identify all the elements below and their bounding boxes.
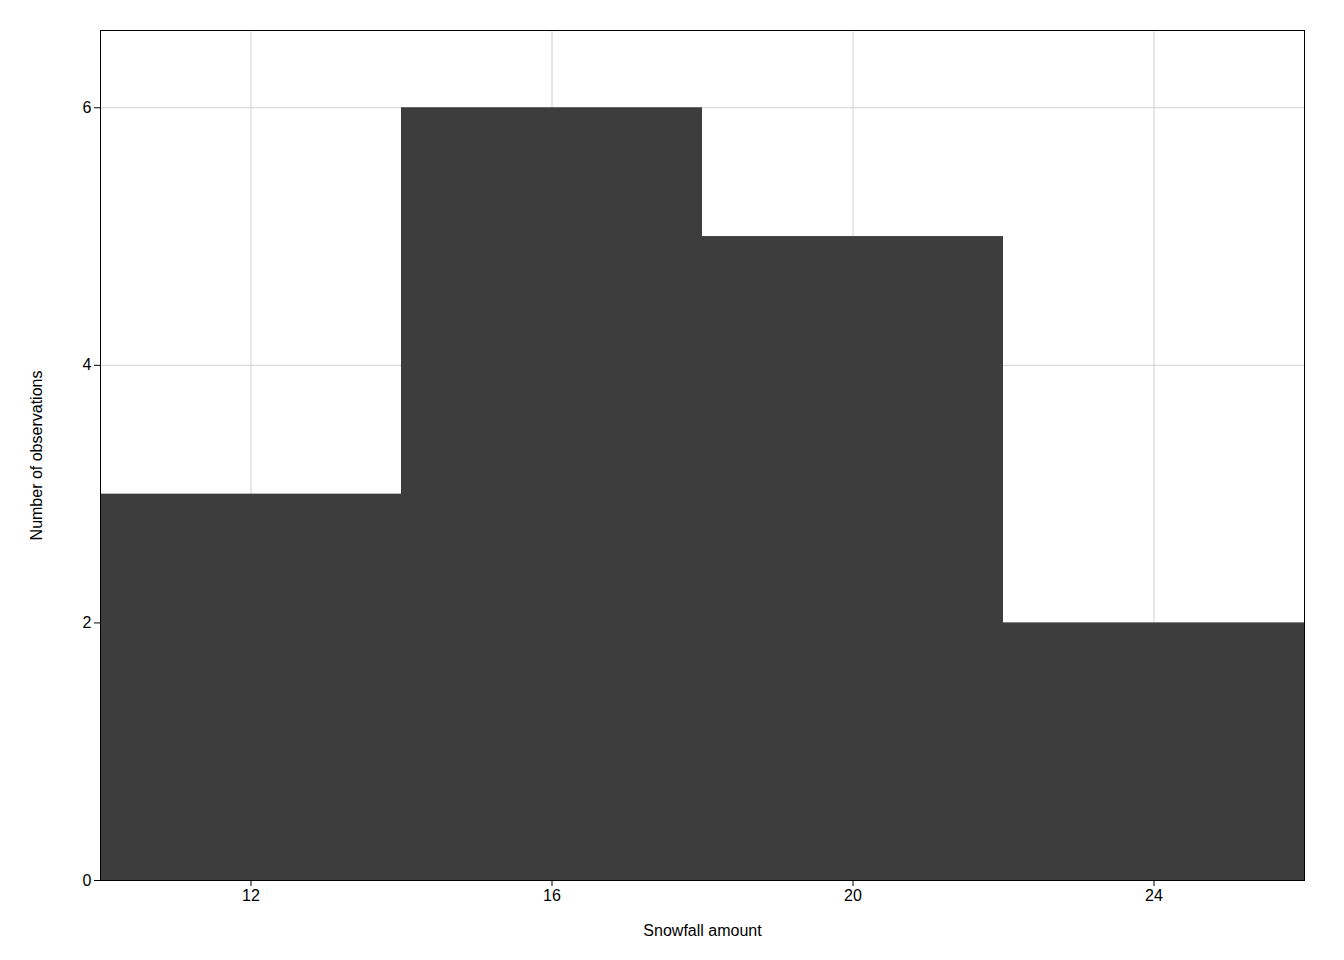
svg-text:4: 4 [83,356,92,373]
svg-text:6: 6 [83,99,92,116]
svg-text:16: 16 [543,887,561,904]
svg-text:2: 2 [83,614,92,631]
svg-text:12: 12 [242,887,260,904]
svg-text:0: 0 [83,872,92,889]
svg-text:Snowfall amount: Snowfall amount [643,922,762,939]
svg-text:Number of observations: Number of observations [28,371,45,541]
svg-text:20: 20 [844,887,862,904]
svg-text:24: 24 [1145,887,1163,904]
